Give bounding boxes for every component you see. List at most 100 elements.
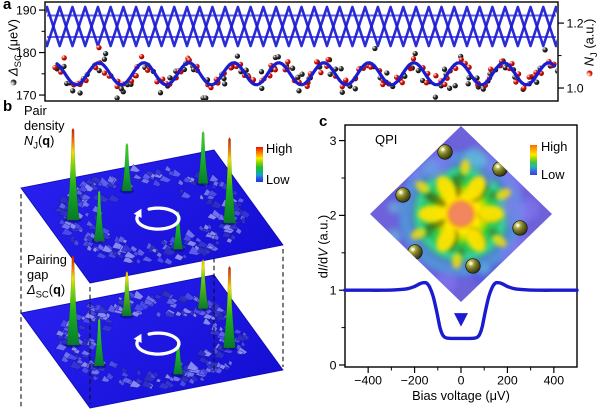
black-sphere — [70, 88, 76, 94]
black-sphere — [101, 56, 108, 62]
red-sphere — [138, 53, 145, 60]
axis-label-symbol: N — [581, 56, 597, 67]
bragg-peak — [121, 142, 133, 192]
panel-a-ytick-label: 170 — [16, 88, 37, 102]
bragg-peak — [197, 258, 209, 309]
black-sphere — [299, 71, 305, 77]
panel-c-xtick-label: 400 — [544, 374, 565, 388]
black-sphere — [339, 89, 345, 95]
panel-a-ytick-label: 190 — [16, 3, 37, 17]
sine-fit-line — [55, 61, 557, 87]
red-sphere — [380, 81, 386, 88]
black-sphere — [222, 81, 228, 87]
black-sphere — [234, 53, 241, 59]
black-sphere — [296, 88, 302, 94]
colorbar-c-high-label: High — [541, 139, 568, 154]
didv-curve — [343, 280, 579, 341]
panel-c-y-axis-label: dI/dV (a.u.) — [315, 214, 331, 279]
surface-pair-density-NJ(q) — [20, 127, 284, 284]
red-sphere — [133, 73, 139, 79]
panel-c-letter: c — [319, 113, 328, 130]
panel-a-right-axis-label: NJ (a.u.) — [581, 0, 600, 103]
panel-c-xtick-label: 0 — [458, 374, 465, 388]
black-sphere — [275, 54, 281, 60]
black-sphere — [289, 65, 296, 71]
rotation-arrow-icon — [135, 206, 181, 231]
black-sphere — [295, 74, 301, 80]
red-sphere — [458, 56, 464, 63]
panel-a-ytick-label: 1.2 — [567, 16, 584, 30]
black-sphere — [412, 50, 418, 57]
black-sphere — [502, 65, 508, 71]
red-sphere — [423, 80, 430, 86]
red-sphere — [285, 59, 291, 65]
axis-label-unit: (a.u.) — [581, 18, 597, 53]
panel-c-xtick-label: −200 — [401, 374, 429, 388]
red-sphere — [343, 77, 349, 83]
colorbar-b — [256, 147, 263, 182]
black-sphere-icon — [10, 79, 17, 86]
panel-c-ytick-label: 2 — [330, 209, 337, 223]
qpi-inset — [370, 126, 552, 302]
red-sphere — [325, 56, 331, 63]
black-sphere — [384, 70, 390, 76]
bragg-peak — [66, 127, 80, 221]
red-sphere — [410, 56, 417, 62]
panel-a-ytick-label: 180 — [16, 46, 37, 60]
black-sphere — [441, 66, 448, 72]
red-sphere — [61, 55, 67, 61]
bragg-sphere-icon — [512, 220, 528, 236]
red-sphere — [442, 81, 448, 88]
panel-b-bottom-surface-label: Pairing gap ΔSC(q) — [27, 252, 67, 301]
black-sphere — [338, 66, 344, 72]
black-sphere — [465, 81, 471, 87]
panel-a-letter: a — [3, 0, 12, 13]
black-sphere — [415, 67, 421, 74]
black-sphere — [352, 86, 358, 92]
red-sphere — [513, 79, 519, 85]
black-sphere — [96, 67, 102, 74]
black-sphere — [102, 50, 109, 57]
colorbar-c — [530, 145, 537, 175]
colorbar-b-high-label: High — [266, 141, 293, 156]
bragg-peak — [223, 265, 236, 349]
red-sphere — [52, 64, 58, 71]
axis-label-symbol: Δ — [5, 67, 21, 76]
red-sphere — [314, 59, 320, 65]
bragg-peak — [197, 130, 209, 184]
black-sphere — [114, 95, 120, 100]
black-sphere — [446, 85, 453, 91]
black-sphere — [327, 71, 333, 77]
bragg-sphere-icon — [465, 258, 481, 274]
axis-label-subscript: J — [589, 52, 600, 57]
bragg-peak — [93, 317, 105, 367]
rotation-arrowhead-icon — [133, 208, 142, 218]
panel-c-ytick-label: 3 — [330, 134, 337, 148]
panel-a-ytick-label: 1.0 — [567, 81, 584, 95]
gap-marker-triangle-icon — [454, 313, 468, 327]
bragg-sphere-icon — [492, 161, 508, 177]
black-sphere — [167, 75, 173, 81]
bragg-peak — [223, 136, 236, 224]
rotation-arrowhead-icon — [133, 333, 142, 343]
black-sphere — [77, 90, 83, 96]
panel-c-xtick-label: 200 — [497, 374, 518, 388]
surface-pairing-gap-DSC(q) — [20, 254, 284, 409]
red-sphere — [521, 85, 527, 91]
axis-label-unit: (μeV) — [5, 19, 21, 55]
bragg-peak — [172, 337, 184, 375]
black-sphere — [221, 75, 227, 82]
bragg-peak — [66, 254, 80, 346]
black-sphere — [259, 85, 265, 92]
bragg-peak — [121, 270, 133, 317]
black-sphere — [542, 47, 548, 53]
red-sphere — [433, 73, 439, 79]
colorbar-b-low-label: Low — [266, 172, 290, 187]
red-sphere — [487, 66, 494, 72]
panel-a-plot — [46, 5, 557, 100]
black-sphere — [258, 69, 265, 75]
qpi-inset-label: QPI — [375, 132, 398, 147]
panel-c-ytick-label: 0 — [330, 358, 337, 372]
panel-b-top-surface-label: Pair density NJ(q) — [24, 103, 65, 152]
black-sphere — [452, 83, 458, 89]
